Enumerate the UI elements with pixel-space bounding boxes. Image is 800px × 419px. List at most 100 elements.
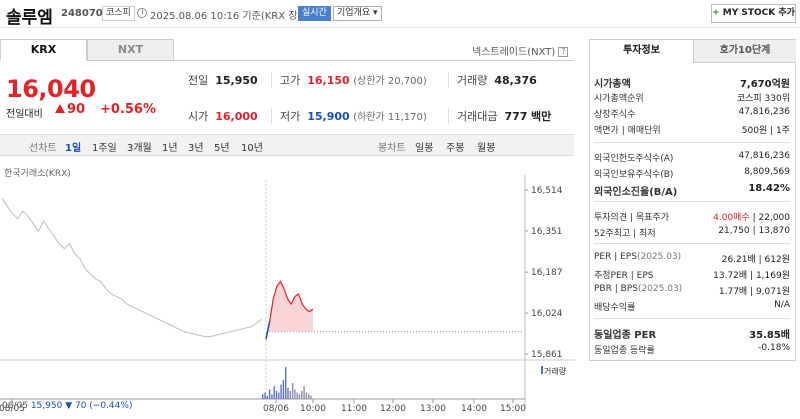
investment-info-panel: 투자정보 호가10단계 시가총액 7,670억원 시가총액순위 코스피 330위 상장주… (589, 39, 796, 361)
info-row: PER | EPS(2025.03) 26.21배 | 612원 (594, 252, 790, 265)
add-mystock-button[interactable]: + MY STOCK 추가 (711, 4, 796, 23)
amount-label: 거래대금 (457, 110, 498, 123)
volume-bar (291, 383, 294, 399)
info-row: 동일업종 등락률 -0.18% (594, 343, 790, 356)
divider (448, 72, 449, 88)
info-value: 4.00매수 | 22,000 (713, 213, 790, 223)
info-label: 동일업종 PER (594, 330, 657, 341)
divider (594, 243, 790, 244)
divider (594, 201, 790, 202)
tab-orderbook[interactable]: 호가10단계 (693, 40, 796, 63)
x-tick-label: 15:00 (500, 404, 526, 414)
volume-label: 거래량 (457, 74, 488, 87)
volume-bar-prev (95, 398, 96, 399)
info-label: 상장주식수 (594, 110, 636, 120)
info-value: 47,816,236 (738, 107, 790, 117)
quote-datetime: 2025.08.06 10:16 기준(KRX 장중) (150, 11, 311, 22)
candle-chart-label[interactable]: 봉차트 (378, 143, 406, 154)
info-value: 47,816,236 (738, 151, 790, 161)
x-tick-label: 08/05 (0, 404, 25, 414)
nextrade-label: 넥스트레이드(NXT) ? (472, 43, 569, 58)
period-3y[interactable]: 3년 (188, 143, 204, 154)
info-label: 시가총액 (594, 79, 631, 90)
info-period: (2025.03) (636, 252, 682, 262)
upper-limit: (상한가 20,700) (353, 76, 427, 87)
volume-bar-prev (75, 398, 77, 399)
volume-bar-prev (82, 398, 83, 399)
add-mystock-label: MY STOCK 추가 (722, 8, 795, 18)
candle-daily[interactable]: 일봉 (415, 143, 434, 154)
period-5y[interactable]: 5년 (214, 143, 230, 154)
candle-weekly[interactable]: 주봉 (446, 143, 465, 154)
volume-bar-prev (147, 398, 148, 399)
volume: 거래량 48,376 (457, 72, 537, 88)
volume-bar-prev (257, 398, 259, 399)
help-icon[interactable]: ? (558, 47, 569, 57)
info-label: 동일업종 등락률 (594, 346, 655, 356)
info-row: 외국인보유주식수(B) 8,809,569 (594, 167, 790, 180)
volume-bar (308, 394, 310, 399)
volume-bar-prev (218, 398, 220, 399)
x-tick-label: 08/06 (263, 404, 289, 414)
period-1d[interactable]: 1일 (65, 143, 82, 154)
volume-bar (301, 391, 303, 399)
volume-bar-prev (186, 398, 187, 399)
y-tick-label: 15,861 (531, 350, 563, 360)
info-row: 투자의견 | 목표주가 4.00매수 | 22,000 (594, 210, 790, 223)
info-label: 외국인소진율(B/A) (594, 187, 678, 198)
series-today-area (266, 281, 313, 340)
tab-krx[interactable]: KRX (0, 39, 87, 61)
divider (271, 72, 272, 88)
volume-bar-prev (10, 398, 12, 399)
period-3m[interactable]: 3개월 (127, 143, 152, 154)
x-tick-label: 11:00 (341, 404, 367, 414)
volume-bar-prev (121, 398, 122, 399)
tab-investment-info[interactable]: 투자정보 (590, 40, 693, 63)
info-value: 7,670억원 (739, 79, 790, 90)
info-label: 추정PER | EPS (594, 271, 654, 281)
volume-bar (271, 394, 273, 399)
amount-value: 777 (504, 110, 528, 123)
volume-bar (262, 394, 264, 399)
info-row: 추정PER | EPS 13.72배 | 1,169원 (594, 268, 790, 281)
high-label: 고가 (280, 74, 301, 87)
y-tick-label: 16,187 (531, 268, 563, 278)
price-chart[interactable]: 16,514 16,351 16,187 16,024 15,861 08/05 08/06… (0, 175, 575, 419)
volume-bar-prev (140, 398, 142, 399)
volume-bar-prev (127, 398, 129, 399)
info-label: PBR | BPS(2025.03) (594, 284, 683, 294)
x-tick-label: 10:00 (300, 404, 326, 414)
divider (271, 108, 272, 124)
prev-compare-label: 전일대비 (6, 109, 43, 120)
volume-bar-prev (56, 398, 57, 399)
volume-bar-prev (69, 398, 70, 399)
volume-bar-prev (205, 398, 207, 399)
candle-monthly[interactable]: 월봉 (477, 143, 496, 154)
period-10y[interactable]: 10년 (241, 143, 263, 154)
volume-bar-prev (62, 398, 64, 399)
period-1w[interactable]: 1주일 (92, 143, 117, 154)
high: 고가 16,150 (상한가 20,700) (280, 72, 427, 88)
volume-bar (296, 392, 298, 399)
volume-bar (285, 367, 287, 399)
period-bar: 선차트 1일 1주일 3개월 1년 3년 5년 10년 봉차트 일봉 주봉 월봉 (0, 134, 574, 156)
company-info-dropdown[interactable]: 기업개요 ▾ (333, 6, 382, 21)
line-chart-label[interactable]: 선차트 (29, 143, 57, 154)
open-value: 16,000 (215, 110, 258, 123)
x-tick-label: 14:00 (461, 404, 487, 414)
info-row: 52주최고 | 최저 21,750 | 13,870 (594, 226, 790, 239)
volume-bar-prev (17, 398, 18, 399)
tab-nxt[interactable]: NXT (87, 39, 174, 61)
period-1y[interactable]: 1년 (162, 143, 178, 154)
series-prev-day-line (1, 198, 263, 338)
volume-bar-prev (108, 398, 109, 399)
open: 시가 16,000 (188, 108, 258, 124)
info-label: 외국인한도주식수(A) (594, 154, 674, 164)
info-label: 52주최고 | 최저 (594, 229, 656, 239)
volume-bar-prev (43, 398, 44, 399)
y-tick-label: 16,024 (531, 309, 563, 319)
info-row: PBR | BPS(2025.03) 1.77배 | 9,071원 (594, 284, 790, 297)
volume-bar-prev (225, 398, 226, 399)
stock-name: 솔루엠 (6, 8, 53, 28)
realtime-button[interactable]: 실시간 (298, 6, 331, 21)
